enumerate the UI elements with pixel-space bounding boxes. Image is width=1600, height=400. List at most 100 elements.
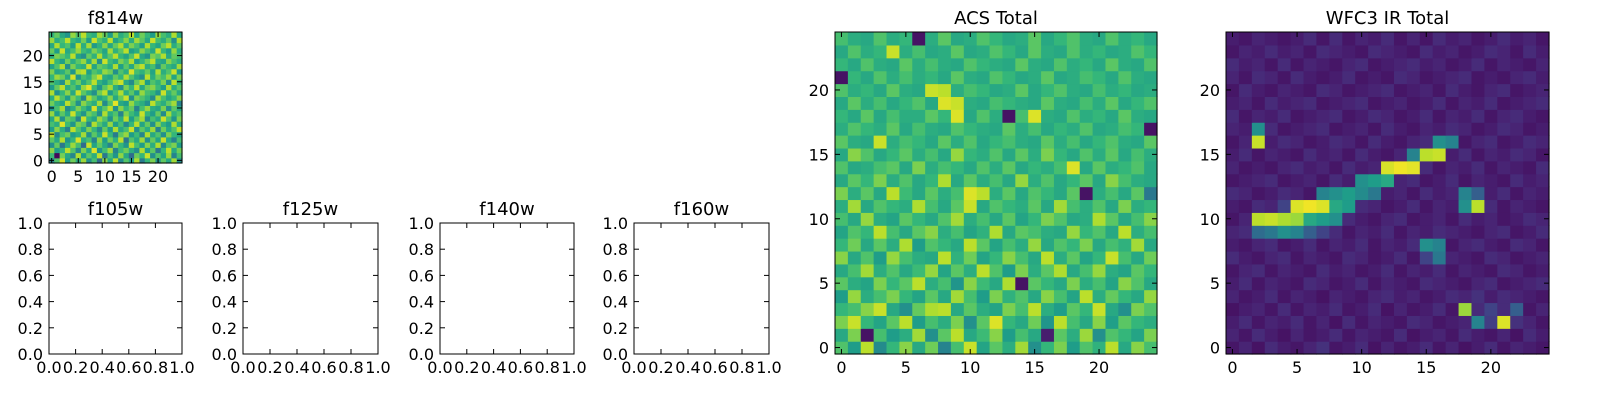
heatmap-cell (1419, 212, 1434, 226)
heatmap-cell (899, 96, 913, 110)
heatmap-cell (160, 121, 167, 127)
heatmap-cell (70, 100, 77, 106)
heatmap-cell (976, 96, 991, 110)
heatmap-cell (118, 84, 125, 91)
heatmap-cell (1105, 186, 1119, 201)
heatmap-cell (912, 109, 926, 123)
heatmap-cell (1251, 160, 1266, 175)
y-tick-label: 0.2 (18, 319, 43, 338)
heatmap-cell (70, 89, 77, 96)
heatmap-cell (1264, 32, 1279, 46)
heatmap-cell (118, 105, 125, 112)
heatmap-cell (144, 126, 151, 133)
heatmap-cell (1041, 341, 1055, 355)
heatmap-cell (1066, 173, 1081, 188)
heatmap-cell (70, 105, 77, 112)
heatmap-cell (1028, 109, 1042, 123)
heatmap-cell (1355, 315, 1369, 329)
heatmap-cell (1092, 238, 1107, 252)
heatmap-cell (1015, 302, 1029, 316)
heatmap-cell (1381, 135, 1395, 149)
heatmap-cell (1264, 96, 1279, 110)
heatmap-cell (70, 126, 77, 133)
heatmap-cell (963, 263, 978, 278)
heatmap-cell (112, 52, 119, 59)
heatmap-cell (1432, 341, 1447, 355)
heatmap-cell (1419, 160, 1434, 175)
heatmap-cell (91, 58, 98, 65)
heatmap-cell (128, 52, 135, 59)
heatmap-cell (118, 37, 125, 44)
heatmap-cell (1471, 238, 1485, 252)
heatmap-cell (1523, 225, 1537, 239)
heatmap-cell (1053, 276, 1068, 291)
heatmap-cell (1105, 315, 1119, 329)
heatmap-cell (1510, 44, 1524, 59)
heatmap-cell (1329, 238, 1343, 252)
heatmap-cell (873, 160, 888, 175)
heatmap-cell (91, 37, 98, 44)
heatmap-cell (1368, 289, 1382, 304)
heatmap-cell (1393, 276, 1408, 291)
heatmap-cell (123, 100, 130, 106)
heatmap-cell (1536, 32, 1550, 46)
y-tick-label: 0 (1210, 339, 1220, 358)
heatmap-cell (1144, 212, 1158, 226)
heatmap-cell (150, 68, 156, 75)
heatmap-cell (860, 173, 875, 188)
y-tick-label: 10 (1200, 210, 1220, 229)
heatmap-cell (899, 250, 913, 265)
heatmap-cell (1368, 238, 1382, 252)
heatmap-cell (1015, 263, 1029, 278)
heatmap-cell (938, 199, 952, 213)
heatmap-cell (1445, 44, 1460, 59)
heatmap-cell (155, 63, 162, 70)
heatmap-cell (989, 315, 1004, 329)
heatmap-cell (1002, 276, 1016, 291)
heatmap-cell (1471, 328, 1485, 342)
heatmap-cell (86, 94, 93, 101)
heatmap-cell (847, 122, 862, 136)
heatmap-cell (107, 63, 114, 70)
heatmap-cell (139, 68, 146, 75)
heatmap-cell (1290, 173, 1305, 188)
heatmap-cell (118, 110, 125, 117)
heatmap-cell (1368, 302, 1382, 316)
heatmap-cell (1002, 225, 1016, 239)
heatmap-cell (1393, 315, 1408, 329)
heatmap-cell (1015, 186, 1029, 201)
heatmap-cell (1118, 135, 1132, 149)
heatmap-cell (860, 160, 875, 175)
heatmap-cell (1264, 289, 1279, 304)
heatmap-cell (976, 70, 991, 85)
heatmap-cell (847, 96, 862, 110)
heatmap-cell (976, 250, 991, 265)
heatmap-cell (166, 42, 172, 49)
heatmap-cell (1497, 302, 1511, 316)
heatmap-cell (166, 157, 172, 164)
heatmap-cell (160, 105, 167, 112)
heatmap-cell (1432, 186, 1447, 201)
heatmap-cell (1419, 289, 1434, 304)
heatmap-cell (1393, 173, 1408, 188)
chart-title: f125w (283, 199, 338, 220)
heatmap-cell (1536, 160, 1550, 175)
heatmap-cell (1458, 122, 1473, 136)
y-tick-label: 5 (1210, 274, 1220, 293)
x-tick-label: 1.0 (756, 358, 781, 377)
heatmap-cell (54, 52, 61, 59)
heatmap-cell (1393, 199, 1408, 213)
heatmap-cell (1264, 109, 1279, 123)
heatmap-cell (912, 276, 926, 291)
heatmap-cell (1303, 225, 1318, 239)
heatmap-cell (91, 126, 98, 133)
heatmap-cell (107, 110, 114, 117)
heatmap-cell (70, 47, 77, 54)
heatmap-cell (1290, 147, 1305, 162)
x-tick-label: 0.2 (63, 358, 88, 377)
heatmap-cell (118, 94, 125, 101)
chart-title: f105w (88, 199, 143, 220)
heatmap-cell (1002, 250, 1016, 265)
heatmap-cell (96, 58, 103, 65)
